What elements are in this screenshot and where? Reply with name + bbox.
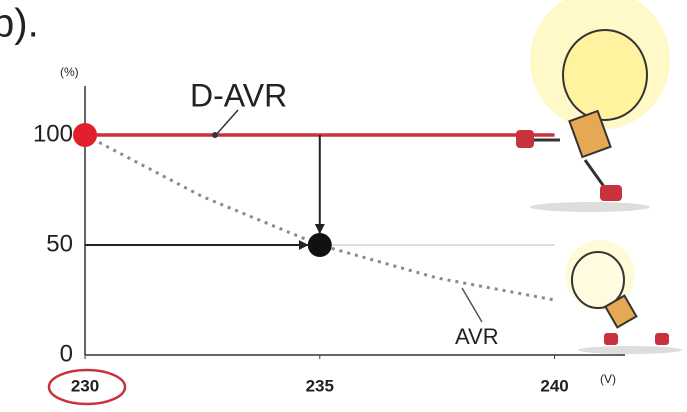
x-unit: (V) — [600, 372, 616, 386]
bulb-bright — [516, 0, 670, 212]
bulb-dim — [565, 240, 682, 354]
leader — [215, 110, 238, 136]
x-tick-label: 235 — [306, 376, 334, 395]
x-tick-label: 230 — [71, 376, 99, 395]
series-label: AVR — [455, 324, 499, 349]
series-label: D-AVR — [190, 77, 287, 113]
point — [73, 123, 97, 147]
caption-fragment: b). — [0, 2, 39, 46]
leader — [462, 288, 482, 322]
leader-dot — [212, 132, 218, 138]
point — [308, 233, 332, 257]
x-tick-label: 240 — [540, 376, 568, 395]
chart: b). (%) (V) 0 50 100 230 235 240 D-AVR AVR — [0, 0, 687, 412]
y-unit: (%) — [60, 65, 79, 79]
y-tick-label: 50 — [46, 230, 73, 257]
y-tick-label: 0 — [60, 340, 73, 367]
y-tick-label: 100 — [33, 120, 73, 147]
